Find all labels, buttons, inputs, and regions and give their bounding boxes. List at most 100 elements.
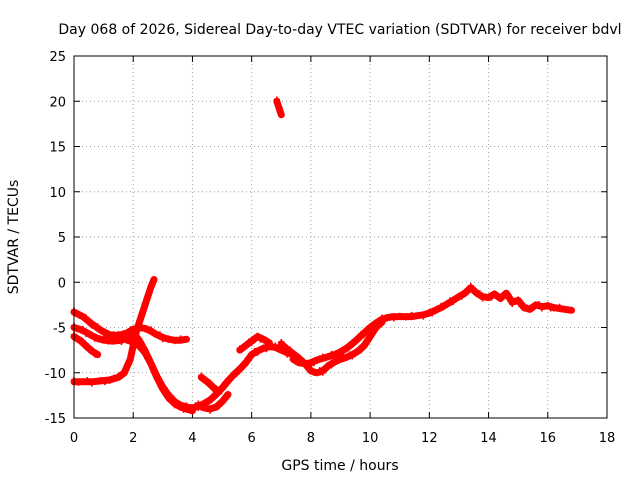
data-point-marker (110, 374, 117, 381)
x-tick-label: 18 (599, 431, 616, 446)
data-point-marker (358, 347, 365, 354)
data-point-marker (73, 336, 80, 343)
data-point-marker (224, 391, 231, 398)
y-axis-label: SDTVAR / TECUs (6, 180, 22, 295)
y-tick-label: -15 (45, 412, 66, 427)
data-point-marker (358, 330, 365, 337)
data-point-marker (322, 365, 329, 372)
data-point-marker (118, 338, 125, 345)
series-track-f (129, 328, 196, 415)
data-point-marker (355, 335, 362, 342)
data-point-marker (79, 325, 86, 332)
data-point-marker (287, 346, 294, 353)
x-tick-label: 2 (129, 431, 137, 446)
series-track-c (70, 322, 134, 345)
data-point-marker (165, 335, 172, 342)
data-point-marker (532, 301, 539, 308)
data-point-marker (216, 403, 223, 410)
data-point-marker (88, 380, 95, 387)
data-point-marker (476, 290, 483, 297)
data-point-marker (207, 397, 214, 404)
data-point-marker (146, 288, 153, 295)
data-point-marker (198, 372, 205, 379)
data-point-marker (124, 363, 131, 370)
data-point-marker (349, 353, 356, 360)
chart-title: Day 068 of 2026, Sidereal Day-to-day VTE… (58, 22, 621, 38)
data-point-marker (210, 393, 217, 400)
data-point-marker (414, 312, 421, 319)
y-tick-label: 15 (49, 141, 66, 156)
data-point-marker (529, 305, 536, 312)
data-point-marker (375, 319, 382, 326)
data-point-marker (94, 323, 101, 330)
data-point-marker (455, 292, 462, 299)
data-point-marker (207, 379, 214, 386)
data-point-marker (254, 349, 261, 356)
data-point-marker (273, 96, 280, 103)
data-point-marker (84, 377, 91, 383)
data-point-marker (390, 315, 397, 322)
data-point-marker (152, 369, 159, 376)
data-point-marker (97, 376, 104, 383)
data-point-marker (79, 338, 86, 345)
data-point-marker (233, 370, 240, 377)
data-point-marker (100, 335, 107, 342)
data-point-marker (216, 388, 223, 395)
data-point-marker (248, 339, 255, 346)
data-point-marker (79, 378, 86, 385)
data-point-marker (296, 354, 303, 361)
data-point-marker (115, 330, 122, 337)
data-point-marker (136, 323, 143, 330)
data-point-marker (438, 302, 445, 309)
data-point-marker (361, 343, 368, 350)
data-point-marker (171, 338, 178, 345)
data-point-marker (408, 311, 415, 318)
data-point-marker (128, 351, 135, 358)
series-track-l (277, 318, 386, 377)
data-point-marker (373, 324, 380, 331)
data-point-marker (365, 338, 372, 345)
data-point-marker (94, 351, 101, 358)
data-point-marker (97, 326, 104, 333)
data-point-marker (102, 379, 109, 386)
data-point-marker (93, 378, 100, 385)
data-point-marker (521, 305, 528, 312)
data-point-marker (75, 312, 82, 319)
data-point-marker (236, 367, 243, 374)
data-point-marker (118, 372, 125, 379)
x-tick-label: 4 (188, 431, 196, 446)
data-point-marker (278, 111, 285, 118)
data-point-marker (85, 319, 92, 326)
data-point-marker (189, 407, 196, 414)
data-point-marker (75, 379, 82, 386)
data-point-marker (568, 307, 575, 314)
data-point-marker (337, 348, 344, 355)
data-point-marker (450, 299, 457, 306)
data-point-marker (325, 361, 332, 368)
data-point-marker (319, 369, 326, 376)
data-point-marker (224, 379, 231, 386)
data-point-marker (444, 300, 451, 307)
data-point-marker (168, 396, 175, 403)
data-point-marker (109, 338, 116, 345)
data-point-marker (159, 384, 166, 391)
data-point-marker (242, 342, 249, 349)
data-point-marker (361, 331, 368, 338)
data-point-marker (369, 331, 376, 338)
data-point-marker (195, 400, 202, 407)
y-tick-label: -5 (53, 322, 66, 337)
data-point-marker (127, 357, 134, 364)
data-point-marker (159, 336, 166, 343)
data-point-marker (102, 331, 109, 338)
data-point-marker (535, 300, 542, 307)
data-point-marker (204, 378, 211, 385)
data-point-marker (145, 294, 152, 301)
data-point-marker (331, 359, 338, 366)
data-point-marker (505, 291, 512, 298)
data-point-marker (113, 335, 120, 342)
y-tick-label: 10 (49, 186, 66, 201)
data-point-marker (500, 293, 507, 300)
data-point-marker (307, 366, 314, 373)
